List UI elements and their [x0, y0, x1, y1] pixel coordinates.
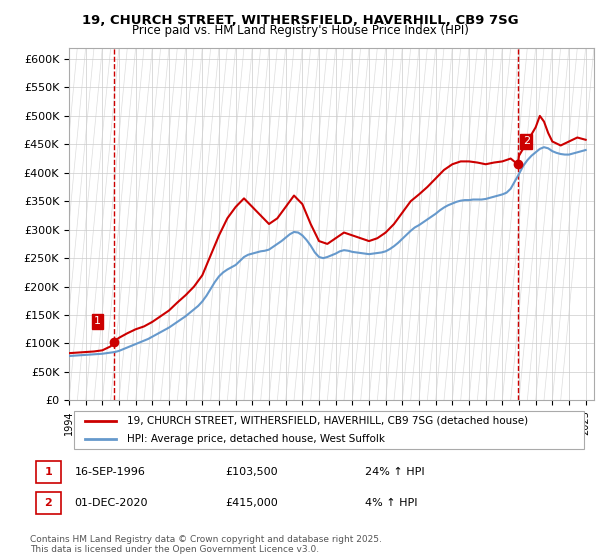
Text: 1: 1 — [44, 467, 52, 477]
FancyBboxPatch shape — [35, 461, 61, 483]
FancyBboxPatch shape — [74, 411, 583, 449]
Text: Price paid vs. HM Land Registry's House Price Index (HPI): Price paid vs. HM Land Registry's House … — [131, 24, 469, 37]
Text: 19, CHURCH STREET, WITHERSFIELD, HAVERHILL, CB9 7SG (detached house): 19, CHURCH STREET, WITHERSFIELD, HAVERHI… — [127, 416, 528, 426]
Text: £415,000: £415,000 — [226, 498, 278, 507]
Text: 19, CHURCH STREET, WITHERSFIELD, HAVERHILL, CB9 7SG: 19, CHURCH STREET, WITHERSFIELD, HAVERHI… — [82, 14, 518, 27]
Text: 24% ↑ HPI: 24% ↑ HPI — [365, 467, 424, 477]
Text: 2: 2 — [44, 498, 52, 507]
Text: 16-SEP-1996: 16-SEP-1996 — [74, 467, 146, 477]
Text: 01-DEC-2020: 01-DEC-2020 — [74, 498, 148, 507]
Text: 1: 1 — [94, 316, 101, 326]
Text: 4% ↑ HPI: 4% ↑ HPI — [365, 498, 418, 507]
Text: HPI: Average price, detached house, West Suffolk: HPI: Average price, detached house, West… — [127, 434, 385, 444]
Text: 2: 2 — [523, 136, 530, 146]
FancyBboxPatch shape — [35, 492, 61, 514]
Text: £103,500: £103,500 — [226, 467, 278, 477]
Text: Contains HM Land Registry data © Crown copyright and database right 2025.
This d: Contains HM Land Registry data © Crown c… — [30, 535, 382, 554]
